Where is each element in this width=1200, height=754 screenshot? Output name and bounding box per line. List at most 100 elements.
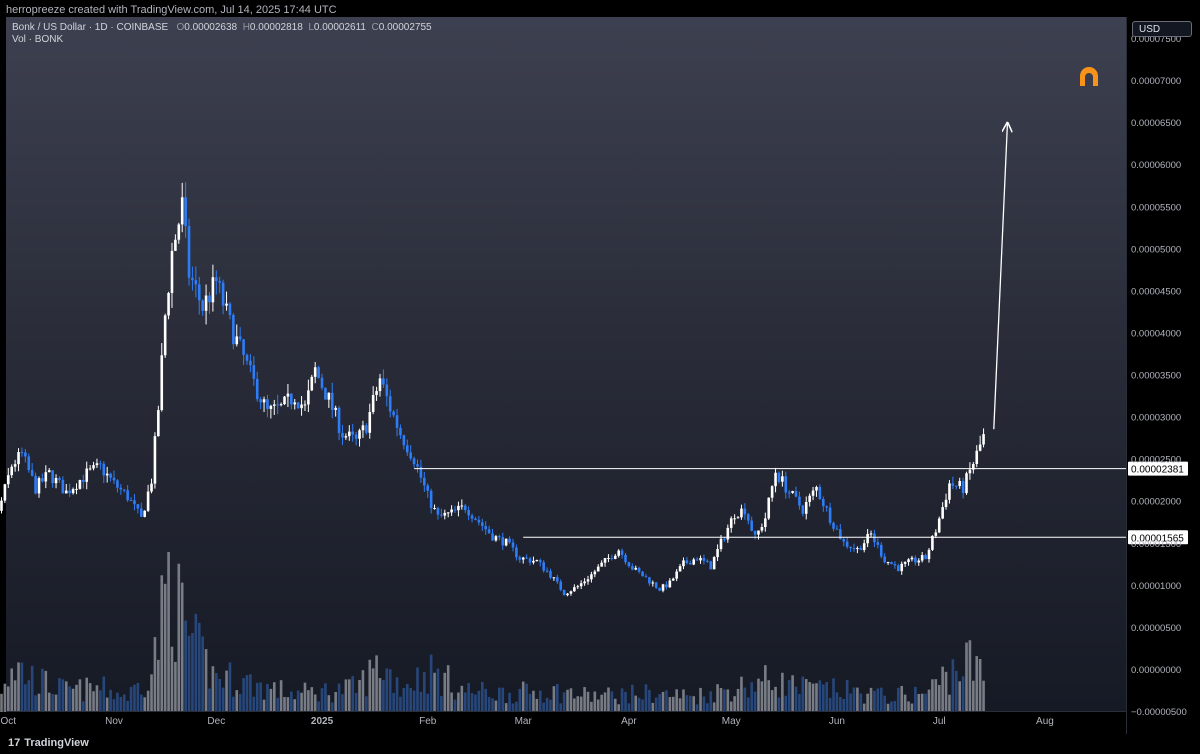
candle-body: [873, 533, 876, 543]
candle-body: [675, 571, 678, 579]
candle-body: [610, 557, 614, 559]
currency-selector[interactable]: USD: [1132, 21, 1192, 37]
volume-legend[interactable]: Vol · BONK: [12, 34, 64, 45]
volume-bar: [890, 701, 893, 712]
volume-bar: [545, 697, 549, 712]
candle-body: [385, 384, 389, 397]
volume-bar: [153, 637, 157, 712]
candle-body: [170, 250, 174, 293]
candle-body: [259, 399, 262, 403]
volume-bar: [637, 697, 641, 712]
candle-body: [163, 315, 167, 356]
volume-bar: [593, 691, 597, 712]
volume-bar: [811, 683, 815, 712]
candle-body: [825, 506, 828, 508]
candlesticks: [0, 182, 985, 597]
candle-body: [317, 367, 320, 378]
volume-bar: [58, 678, 61, 712]
candle-body: [419, 466, 423, 478]
volume-bar: [160, 575, 164, 712]
candle-body: [293, 402, 297, 405]
volume-bar: [136, 683, 140, 712]
volume-bar: [549, 699, 552, 712]
volume-bar: [150, 674, 153, 712]
candle-body: [225, 303, 228, 306]
volume-bar: [982, 680, 985, 712]
volume-bar: [954, 670, 958, 712]
open-label: O: [176, 22, 185, 33]
y-tick-label: 0.00001000: [1131, 581, 1181, 592]
candle-body: [64, 490, 68, 494]
volume-bar: [20, 662, 24, 712]
candle-body: [416, 464, 419, 467]
candle-body: [228, 303, 232, 315]
volume-bar: [324, 683, 327, 712]
y-tick-label: 0.00007500: [1131, 34, 1181, 45]
symbol-legend[interactable]: Bonk / US Dollar · 1D · COINBASE O0.0000…: [12, 22, 432, 33]
volume-bar: [27, 680, 31, 712]
candle-body: [726, 527, 730, 540]
volume-bar: [337, 683, 341, 712]
volume-bar: [798, 693, 801, 712]
volume-bar: [34, 695, 37, 712]
volume-bar: [68, 686, 71, 712]
candle-body: [729, 518, 733, 528]
candle-body: [266, 399, 269, 409]
candle-body: [716, 549, 719, 558]
volume-bar: [37, 693, 41, 712]
volume-bar: [583, 687, 586, 712]
candle-body: [648, 577, 651, 584]
price-pane[interactable]: [6, 17, 1126, 711]
volume-bar: [269, 688, 273, 712]
volume-bar: [794, 686, 798, 712]
candle-body: [337, 407, 341, 433]
candle-body: [757, 530, 760, 535]
volume-bar: [617, 704, 620, 712]
volume-bar: [221, 687, 225, 712]
bonk-logo-icon: [1080, 67, 1098, 86]
volume-bar: [620, 688, 624, 712]
volume-bar: [951, 659, 955, 712]
candle-body: [129, 500, 133, 502]
candle-body: [818, 486, 822, 499]
candle-body: [767, 497, 771, 519]
candle-body: [232, 314, 235, 345]
volume-bar: [194, 613, 198, 712]
volume-bar: [750, 682, 753, 712]
volume-bar: [927, 689, 931, 712]
candle-body: [68, 490, 71, 494]
y-tick-label: 0.00001500: [1131, 539, 1181, 550]
volume-bar: [897, 687, 900, 712]
candle-body: [300, 404, 303, 409]
volume-bar: [477, 690, 481, 712]
volume-bar: [651, 702, 655, 712]
projection-arrow: [993, 124, 1008, 430]
volume-bar: [313, 694, 317, 712]
volume-bar: [590, 701, 593, 712]
candle-body: [501, 537, 505, 546]
candle-body: [139, 508, 143, 517]
volume-bar: [753, 691, 757, 712]
tradingview-brand[interactable]: 17 TradingView: [8, 737, 89, 749]
candle-body: [764, 518, 767, 528]
candle-body: [58, 478, 61, 480]
candle-body: [978, 444, 982, 451]
candle-body: [27, 456, 31, 471]
volume-bar: [255, 682, 259, 712]
volume-bar: [7, 686, 10, 712]
candle-body: [678, 566, 682, 572]
volume-bar: [515, 701, 518, 712]
candle-body: [869, 533, 873, 535]
volume-bar: [774, 686, 777, 712]
volume-bar: [279, 680, 283, 712]
candle-body: [804, 501, 808, 514]
candle-body: [204, 295, 208, 311]
volume-bar: [484, 688, 487, 712]
volume-bar: [480, 681, 484, 712]
volume-bar: [119, 696, 123, 712]
drawings: [414, 124, 1126, 538]
candle-body: [787, 492, 791, 494]
volume-bar: [842, 698, 846, 712]
candle-body: [0, 500, 3, 511]
